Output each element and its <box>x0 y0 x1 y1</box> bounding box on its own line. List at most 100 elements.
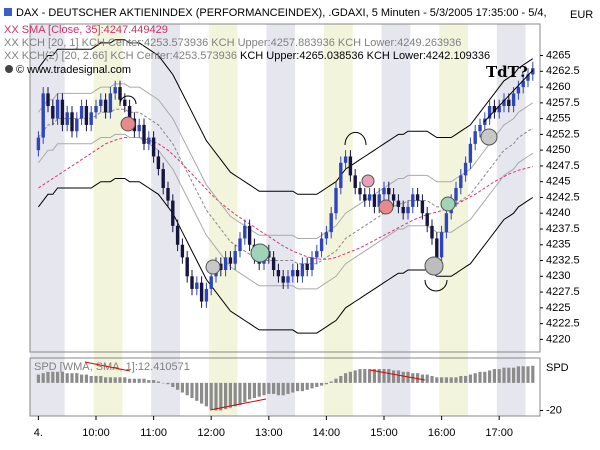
indicator-label: KCH Upper:4265.038536 KCH Lower:4242.109… <box>240 50 490 62</box>
histogram-bar <box>248 382 252 400</box>
candle-body <box>415 194 420 201</box>
histogram-bar <box>516 366 520 383</box>
circle-marker <box>480 128 498 146</box>
indicator-line <box>38 137 533 260</box>
histogram-bar <box>118 377 122 383</box>
stripe <box>410 24 440 416</box>
candle-body <box>118 87 122 100</box>
candle-body <box>281 276 285 283</box>
histogram-bar <box>320 382 324 386</box>
trend-line <box>369 369 426 381</box>
histogram-bar <box>296 382 300 392</box>
histogram-bar <box>132 378 136 383</box>
histogram-bar <box>185 382 189 396</box>
y-tick-label: 4265 <box>546 49 570 61</box>
histogram-bar <box>324 382 328 385</box>
candle-body <box>435 238 439 258</box>
histogram-bar <box>257 382 261 397</box>
annotation: TdT? <box>486 63 528 81</box>
candle-body <box>156 156 161 170</box>
x-tick-label: 14:00 <box>313 427 341 439</box>
histogram-bar <box>358 369 362 383</box>
histogram-bar <box>353 370 357 383</box>
y-tick-label: 4222.5 <box>546 318 580 330</box>
y-tick-label: 4232.5 <box>546 254 580 266</box>
candle-body <box>507 99 511 106</box>
candle-body <box>51 106 55 119</box>
indicator-line <box>38 108 534 265</box>
histogram-bar <box>300 382 304 392</box>
indicator-label: XX KCH(2) [20, 2.66] KCH Center:4253.573… <box>4 50 237 62</box>
histogram-bar <box>65 373 69 383</box>
x-tick-label: 17:00 <box>485 427 513 439</box>
histogram-bar <box>468 374 472 383</box>
histogram-bar <box>416 373 420 383</box>
histogram-bar <box>180 382 184 393</box>
indicator-label: XX KCH [20, 1] KCH Center:4253.573936 KC… <box>4 37 461 49</box>
histogram-bar <box>142 378 146 383</box>
circle-marker <box>205 259 221 275</box>
histogram-bar <box>147 380 151 383</box>
candle-body <box>497 106 501 113</box>
candle-body <box>219 263 223 270</box>
histogram-bar <box>166 382 170 385</box>
candle-body <box>60 99 65 125</box>
candle-body <box>65 112 69 125</box>
candle-body <box>454 188 458 201</box>
histogram-bar <box>89 375 93 383</box>
histogram-bar <box>492 369 496 383</box>
stripe <box>266 24 296 416</box>
histogram-bar <box>396 370 400 383</box>
histogram-bar <box>444 377 448 383</box>
histogram-bar <box>478 371 482 383</box>
histogram-bar <box>454 377 458 383</box>
stripe <box>93 24 123 416</box>
y-tick-label: 4227.5 <box>546 286 580 298</box>
trend-line <box>483 69 534 123</box>
candle-body <box>161 169 165 188</box>
circle-marker <box>440 196 456 212</box>
candle-body <box>55 99 60 119</box>
indicator-line <box>38 178 534 334</box>
lower-frame <box>29 357 541 417</box>
histogram-bar <box>233 382 237 407</box>
histogram-bar <box>123 377 127 383</box>
candle-body <box>108 93 113 113</box>
candle-body <box>315 251 319 258</box>
candle-body <box>463 162 468 176</box>
histogram-bar <box>459 375 463 383</box>
candle-body <box>387 188 391 195</box>
histogram-bar <box>440 377 444 383</box>
histogram-bar <box>372 369 376 383</box>
histogram-bar <box>267 382 271 394</box>
indicator-label: XX SMA [Close, 35]:4247.449429 <box>4 24 168 36</box>
histogram-bar <box>108 377 112 383</box>
histogram-bar <box>291 382 295 393</box>
histogram-bar <box>41 373 45 383</box>
candle-body <box>195 282 199 289</box>
candle-body <box>401 206 405 214</box>
arc-drawing <box>344 131 367 146</box>
y-tick-label: 4262.5 <box>546 65 580 77</box>
indicator-line <box>38 133 534 290</box>
x-tick-label: 4. <box>34 427 43 439</box>
histogram-bar <box>387 369 391 383</box>
histogram-bar <box>156 381 160 383</box>
candle-body <box>396 200 401 207</box>
candle-body <box>127 106 132 119</box>
y-tick-label: 4245 <box>546 176 570 188</box>
candle-body <box>271 257 276 270</box>
candle-body <box>444 213 449 233</box>
candle-body <box>243 225 247 239</box>
candle-body <box>353 175 357 188</box>
indicator-line <box>38 39 534 195</box>
candle-body <box>276 270 281 277</box>
histogram-bar <box>176 382 180 390</box>
histogram-bar <box>502 367 506 383</box>
candle-body <box>247 225 252 245</box>
candle-body <box>411 194 415 207</box>
histogram-bar <box>99 375 103 383</box>
histogram-bar <box>382 369 386 383</box>
candle-body <box>204 288 209 302</box>
trend-line <box>209 398 267 411</box>
